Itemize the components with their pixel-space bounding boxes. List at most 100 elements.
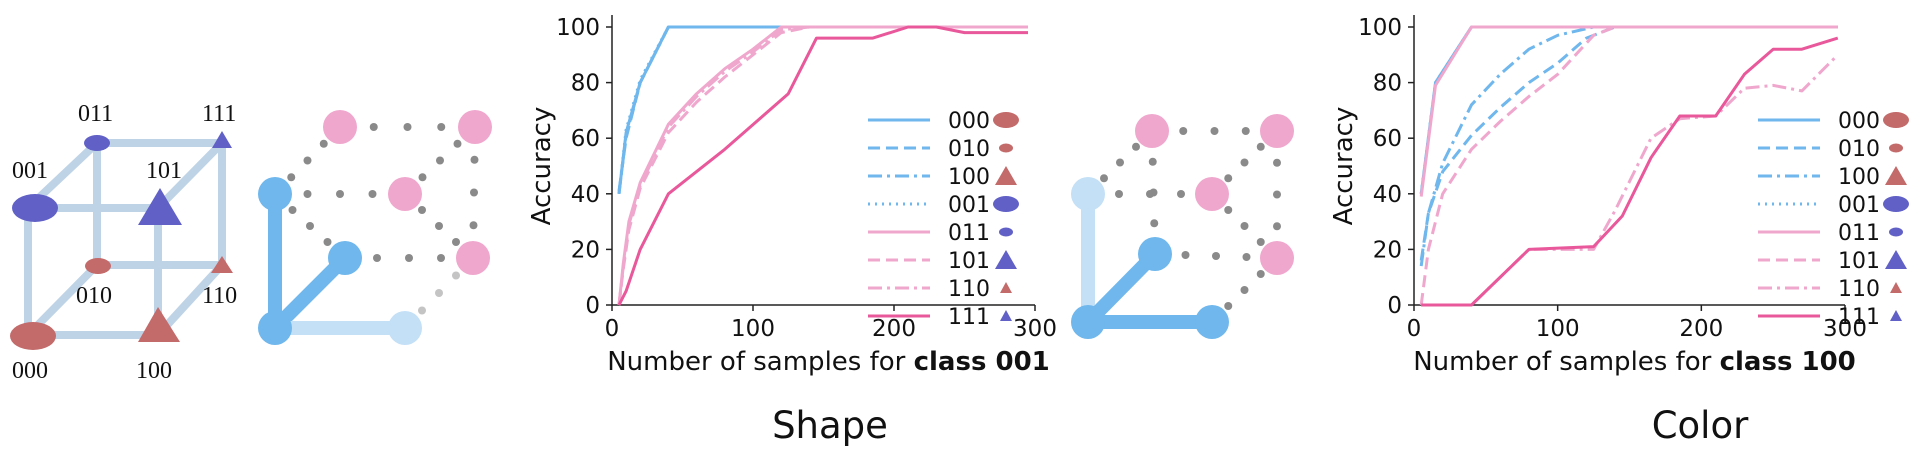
legend-marker-small-blue-triangle-icon bbox=[1890, 310, 1902, 321]
x-axis-label: Number of samples for class 100 bbox=[1413, 347, 1856, 377]
graph-dot bbox=[368, 190, 377, 198]
graph-dot bbox=[1224, 206, 1233, 214]
graph-node-light-blue bbox=[388, 311, 422, 345]
graph-node-light-blue bbox=[1071, 177, 1105, 211]
legend-marker-small-blue-ellipse-icon bbox=[999, 227, 1013, 237]
legend-label-010: 010 bbox=[1838, 137, 1880, 162]
graph-dot bbox=[452, 271, 460, 280]
legend-marker-small-blue-triangle-icon bbox=[1000, 310, 1012, 321]
graph-dot bbox=[1210, 127, 1219, 135]
series-line-100 bbox=[1419, 25, 1838, 267]
y-tick-label: 100 bbox=[1358, 15, 1402, 41]
x-axis-label: Number of samples for class 001 bbox=[607, 347, 1050, 377]
graph-dot bbox=[418, 306, 426, 315]
graph-dot bbox=[452, 238, 460, 246]
series-line-101 bbox=[1419, 25, 1838, 306]
cube-edge bbox=[154, 139, 226, 212]
series-line-001 bbox=[617, 25, 1028, 194]
graph-dot bbox=[319, 139, 328, 148]
y-tick-label: 40 bbox=[571, 182, 600, 208]
graph-dot bbox=[435, 222, 443, 230]
legend-label-000: 000 bbox=[948, 109, 990, 134]
y-axis-label: Accuracy bbox=[1329, 107, 1359, 226]
legend-label-111: 111 bbox=[948, 305, 990, 330]
graph-node-pink bbox=[458, 110, 492, 144]
graph-dot bbox=[303, 190, 312, 198]
graph-dot bbox=[1150, 219, 1159, 228]
shape-100-large-red-triangle-icon bbox=[138, 307, 180, 342]
legend-marker-large-blue-ellipse-icon bbox=[1883, 196, 1909, 212]
graph-dot bbox=[1132, 142, 1140, 151]
y-tick-label: 60 bbox=[571, 126, 600, 152]
graph-dot bbox=[323, 238, 332, 246]
graph-dot bbox=[1224, 174, 1233, 183]
graph-dot bbox=[418, 206, 426, 214]
graph-dot bbox=[287, 173, 296, 182]
legend-label-101: 101 bbox=[1838, 249, 1880, 274]
graph-dot bbox=[1273, 158, 1281, 167]
graph-dot bbox=[1179, 127, 1188, 135]
y-tick-label: 40 bbox=[1373, 182, 1402, 208]
legend-marker-small-red-ellipse-icon bbox=[1889, 143, 1903, 153]
graph-dot bbox=[1256, 270, 1265, 278]
graph-dot bbox=[1224, 302, 1233, 310]
graph-node-blue bbox=[258, 177, 292, 211]
graph-node-pink bbox=[323, 110, 357, 144]
x-tick-label: 0 bbox=[1407, 316, 1422, 342]
graph-dot bbox=[1273, 190, 1281, 199]
y-tick-label: 100 bbox=[556, 15, 600, 41]
graph-dot bbox=[1240, 222, 1249, 230]
legend-label-111: 111 bbox=[1838, 305, 1880, 330]
graph-node-pink bbox=[1135, 114, 1169, 148]
graph-dot bbox=[1273, 222, 1281, 231]
graph-node-pink bbox=[1195, 177, 1229, 211]
legend-marker-large-red-triangle-icon bbox=[995, 166, 1017, 185]
series-line-011 bbox=[1419, 25, 1838, 197]
graph-node-blue bbox=[258, 311, 292, 345]
legend-label-001: 001 bbox=[948, 193, 990, 218]
graph-dot bbox=[1146, 190, 1154, 198]
series-line-110 bbox=[1421, 53, 1839, 307]
legend-marker-large-blue-ellipse-icon bbox=[993, 196, 1019, 212]
graph-node-blue bbox=[1138, 237, 1172, 271]
graph-dot bbox=[303, 156, 312, 165]
graph-dots bbox=[1100, 127, 1281, 310]
graph-dot bbox=[435, 289, 443, 297]
shape-101-large-blue-triangle-icon bbox=[138, 188, 182, 225]
graph-dot bbox=[336, 190, 344, 198]
y-tick-label: 0 bbox=[1387, 293, 1402, 319]
graph-node-blue bbox=[1195, 305, 1229, 339]
y-tick-label: 80 bbox=[571, 71, 600, 97]
graph-dot bbox=[1181, 251, 1190, 259]
cube-label-110: 110 bbox=[202, 283, 237, 309]
legend-label-011: 011 bbox=[1838, 221, 1880, 246]
graph-dot bbox=[1212, 252, 1220, 260]
legend-marker-small-red-ellipse-icon bbox=[999, 143, 1013, 153]
graph-dot bbox=[470, 155, 479, 164]
graph-dot bbox=[288, 206, 297, 214]
legend-label-101: 101 bbox=[948, 249, 990, 274]
caption-shape: Shape bbox=[772, 404, 888, 447]
y-tick-label: 80 bbox=[1373, 71, 1402, 97]
color-graph-diagram bbox=[1071, 114, 1294, 339]
x-tick-label: 0 bbox=[605, 316, 620, 342]
graph-dot bbox=[1256, 238, 1265, 246]
graph-node-pink bbox=[1260, 241, 1294, 275]
graph-dot bbox=[1177, 190, 1185, 198]
graph-node-pink bbox=[1260, 114, 1294, 148]
graph-dot bbox=[469, 221, 478, 230]
y-tick-label: 0 bbox=[585, 293, 600, 319]
x-tick-label: 100 bbox=[731, 316, 775, 342]
legend-marker-small-red-triangle-icon bbox=[1000, 282, 1012, 293]
graph-dot bbox=[437, 254, 445, 262]
graph-dot bbox=[418, 173, 427, 182]
shape-111-small-blue-triangle-icon bbox=[212, 131, 232, 148]
legend-marker-large-red-triangle-icon bbox=[1885, 166, 1907, 185]
cube-label-011: 011 bbox=[78, 101, 113, 127]
graph-dot bbox=[403, 123, 412, 131]
graph-dot bbox=[373, 254, 381, 262]
graph-dot bbox=[1148, 157, 1157, 166]
graph-node-blue bbox=[1071, 305, 1105, 339]
